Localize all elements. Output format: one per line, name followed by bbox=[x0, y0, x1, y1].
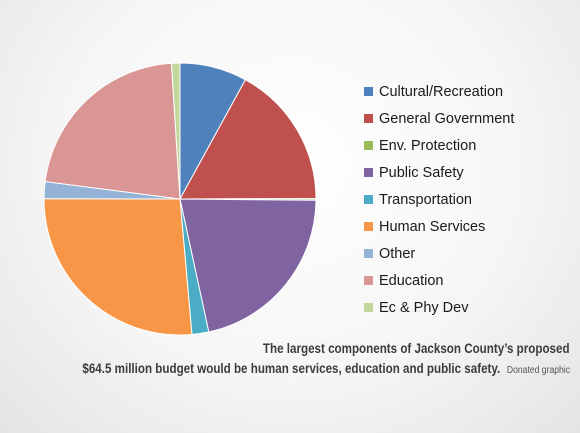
pie-slice-human-services bbox=[43, 198, 193, 336]
legend-label: Education bbox=[379, 272, 444, 289]
caption-text-2: $64.5 million budget would be human serv… bbox=[82, 361, 501, 376]
legend-label: Human Services bbox=[379, 218, 486, 235]
caption-text-1: The largest components of Jackson County… bbox=[263, 341, 570, 356]
legend-swatch bbox=[364, 276, 373, 285]
legend-label: General Government bbox=[379, 110, 515, 127]
legend-swatch bbox=[364, 222, 373, 231]
legend-swatch bbox=[364, 249, 373, 258]
legend-label: Ec & Phy Dev bbox=[379, 299, 469, 316]
legend-label: Cultural/Recreation bbox=[379, 83, 504, 100]
legend-item-human-services: Human Services bbox=[364, 213, 514, 240]
pie-slice-public-safety bbox=[179, 198, 317, 333]
legend-swatch bbox=[364, 195, 373, 204]
legend-label: Public Safety bbox=[379, 164, 464, 181]
legend-label: Env. Protection bbox=[379, 137, 477, 154]
legend-swatch bbox=[364, 114, 373, 123]
legend-item-cultural-recreation: Cultural/Recreation bbox=[364, 78, 514, 105]
legend-item-public-safety: Public Safety bbox=[364, 159, 514, 186]
chart-legend: Cultural/Recreation General Government Env… bbox=[364, 78, 514, 321]
legend-swatch bbox=[364, 141, 373, 150]
legend-swatch bbox=[364, 87, 373, 96]
photo-caption: The largest components of Jackson County… bbox=[0, 340, 580, 433]
legend-swatch bbox=[364, 168, 373, 177]
pie-slice-general-government bbox=[179, 79, 317, 200]
legend-swatch bbox=[364, 303, 373, 312]
pie-slice-education bbox=[44, 62, 181, 200]
caption-line-1: The largest components of Jackson County… bbox=[263, 341, 570, 356]
legend-item-education: Education bbox=[364, 267, 514, 294]
legend-label: Other bbox=[379, 245, 416, 262]
legend-item-other: Other bbox=[364, 240, 514, 267]
legend-label: Transportation bbox=[379, 191, 472, 208]
legend-item-ec-phy-dev: Ec & Phy Dev bbox=[364, 294, 514, 321]
legend-item-env-protection: Env. Protection bbox=[364, 132, 514, 159]
legend-item-general-government: General Government bbox=[364, 105, 514, 132]
legend-item-transportation: Transportation bbox=[364, 186, 514, 213]
caption-credit: Donated graphic bbox=[506, 365, 570, 376]
caption-line-2: $64.5 million budget would be human serv… bbox=[82, 361, 570, 376]
pie-slice-ec-phy-dev bbox=[170, 62, 181, 200]
